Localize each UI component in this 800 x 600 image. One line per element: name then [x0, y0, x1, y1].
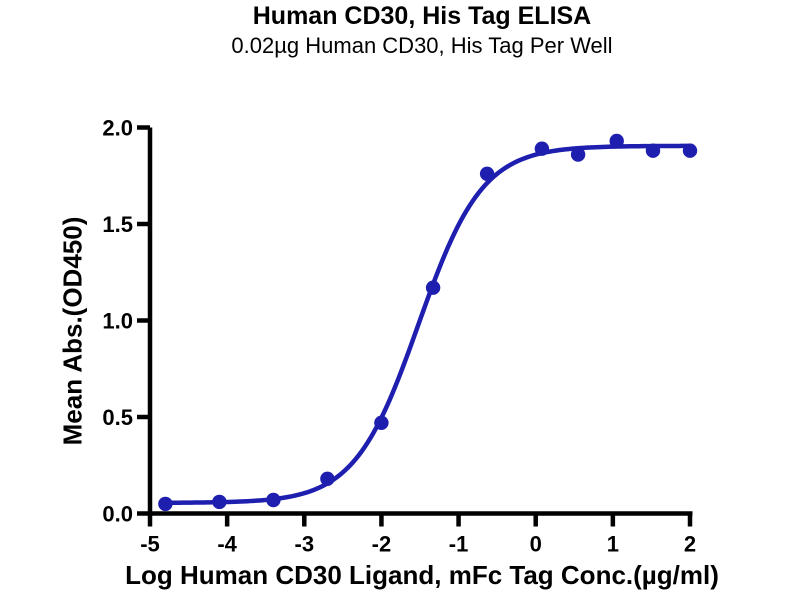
x-axis-label: Log Human CD30 Ligand, mFc Tag Conc.(µg/…: [125, 560, 719, 590]
data-point-marker: [609, 133, 624, 149]
y-tick-label: 0.5: [102, 405, 133, 430]
x-tick-label: 0: [530, 532, 542, 557]
x-tick-label: 1: [607, 532, 619, 557]
data-point-marker: [266, 492, 281, 508]
chart-title: Human CD30, His Tag ELISA: [252, 2, 592, 30]
fit-curve: [161, 143, 694, 506]
data-point-marker: [479, 166, 495, 181]
y-tick-label: 1.0: [102, 309, 133, 334]
y-tick-label: 1.5: [102, 212, 133, 237]
data-point-marker: [534, 141, 550, 156]
data-point-marker: [320, 471, 335, 486]
data-point-marker: [158, 496, 173, 512]
data-point-marker: [570, 147, 586, 162]
axes-group: 0.0 0.5 1.0 1.5 2.0 -5 -4 -3 -2 -1 0 1 2: [102, 116, 696, 557]
data-points-group: [158, 133, 698, 512]
x-tick-label: -3: [295, 532, 315, 557]
chart-subtitle: 0.02µg Human CD30, His Tag Per Well: [231, 33, 613, 58]
x-tick-label: -2: [372, 532, 392, 557]
x-tick-label: -4: [217, 532, 237, 557]
data-point-marker: [682, 143, 698, 158]
data-point-marker: [212, 494, 227, 510]
x-tick-label: -1: [449, 532, 469, 557]
x-tick-label: -5: [140, 532, 160, 557]
data-point-marker: [425, 280, 441, 295]
data-point-marker: [374, 415, 389, 430]
fit-curve-group: [161, 143, 694, 506]
y-tick-label: 2.0: [102, 116, 133, 141]
y-tick-label: 0.0: [102, 502, 133, 527]
data-point-marker: [645, 143, 661, 158]
x-tick-label: 2: [684, 532, 696, 557]
